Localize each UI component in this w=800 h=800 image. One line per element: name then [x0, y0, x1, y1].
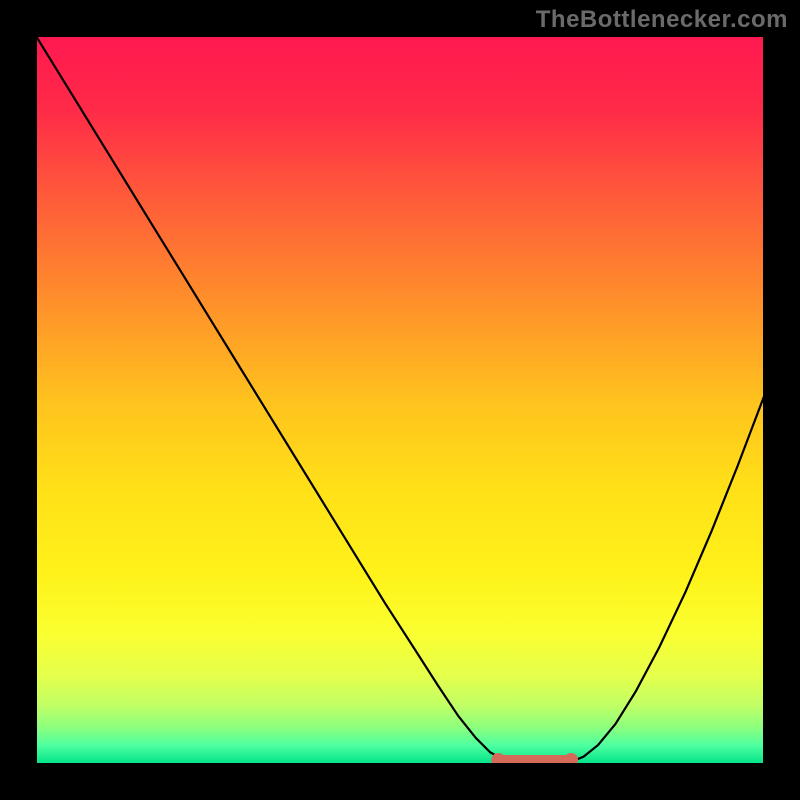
chart-container: TheBottlenecker.com: [0, 0, 800, 800]
bottleneck-curve-chart: [0, 0, 800, 800]
watermark-text: TheBottlenecker.com: [536, 6, 788, 34]
